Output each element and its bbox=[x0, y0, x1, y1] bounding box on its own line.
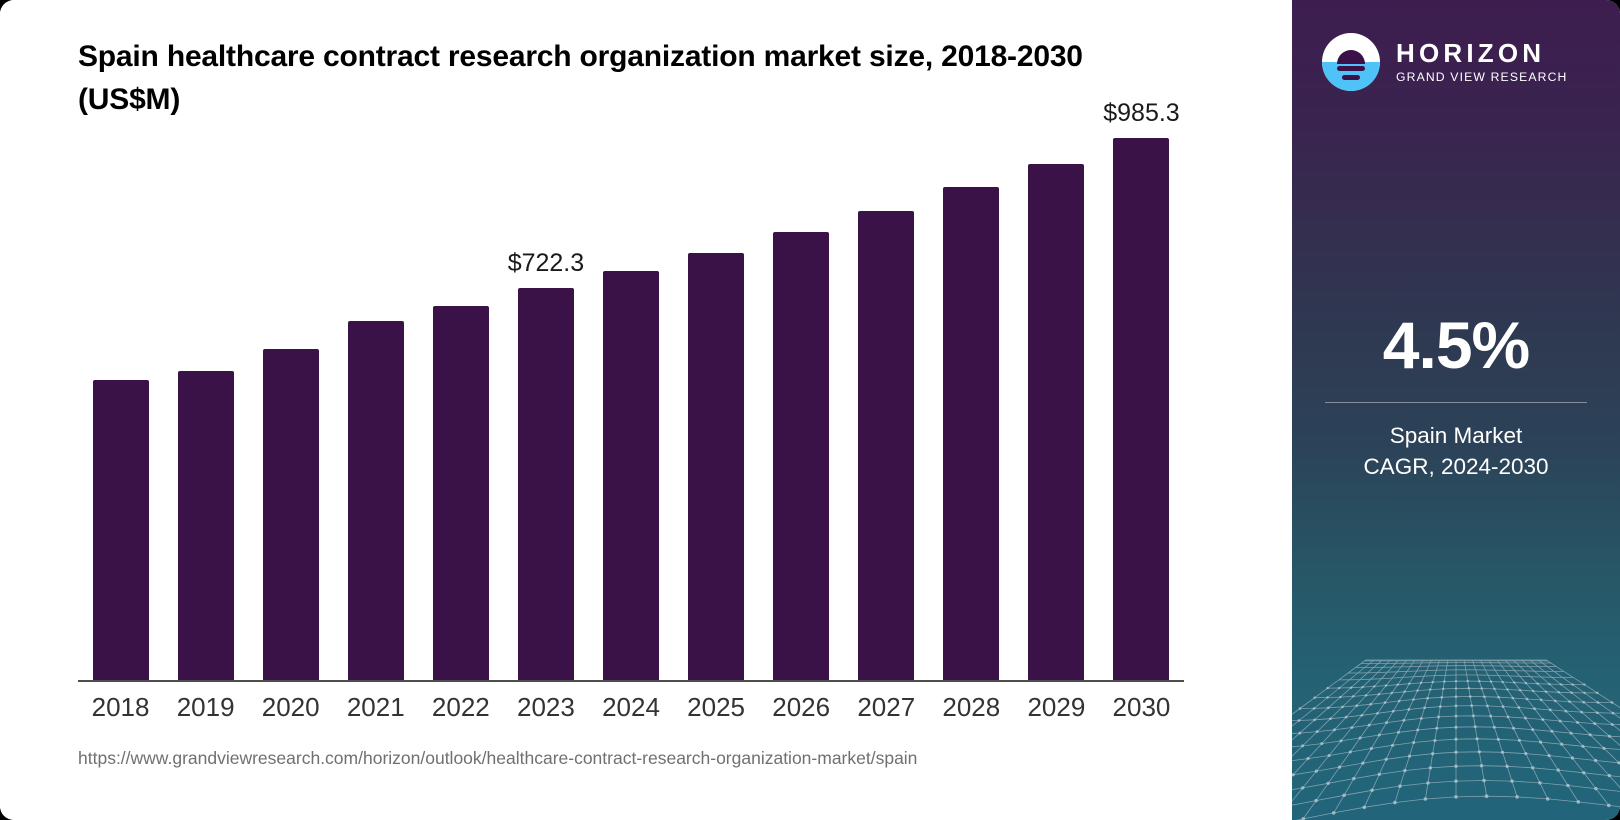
bar-value-label: $985.3 bbox=[1103, 99, 1180, 128]
bar[interactable] bbox=[858, 210, 915, 680]
bar-slot bbox=[674, 130, 759, 680]
bar[interactable] bbox=[1113, 138, 1170, 680]
cagr-value: 4.5% bbox=[1382, 308, 1530, 382]
stat-caption-line-1: Spain Market bbox=[1389, 423, 1523, 448]
horizon-sun-circle-icon bbox=[1322, 33, 1380, 91]
bar-slot bbox=[78, 130, 163, 680]
bar-slot bbox=[759, 130, 844, 680]
bar[interactable] bbox=[517, 287, 574, 680]
stat-caption-line-2: CAGR, 2024-2030 bbox=[1363, 453, 1549, 479]
x-axis-tick-2028: 2028 bbox=[942, 692, 1001, 722]
x-axis-line bbox=[78, 680, 1184, 682]
logo-bar-upper bbox=[1337, 66, 1365, 71]
bar-slot bbox=[929, 130, 1014, 680]
bar[interactable] bbox=[773, 232, 830, 680]
bar[interactable] bbox=[432, 306, 489, 680]
stat-divider bbox=[1325, 402, 1587, 403]
bar-chart-plot: $722.3 $985.3 bbox=[78, 99, 1184, 680]
bar[interactable] bbox=[1028, 164, 1085, 680]
logo-bar-lower bbox=[1342, 75, 1360, 80]
bar-slot: $985.3 bbox=[1099, 99, 1184, 680]
bar[interactable] bbox=[92, 380, 149, 680]
x-axis-tick-2029: 2029 bbox=[1027, 692, 1086, 722]
bar-value-label: $722.3 bbox=[507, 248, 585, 277]
x-axis-tick-2018: 2018 bbox=[91, 692, 150, 722]
logo-text-block: HORIZON GRAND VIEW RESEARCH bbox=[1396, 37, 1568, 85]
stat-block: 4.5% Spain Market CAGR, 2024-2030 bbox=[1292, 312, 1620, 482]
x-axis-tick-2021: 2021 bbox=[346, 692, 405, 722]
x-axis-tick-2030: 2030 bbox=[1112, 692, 1171, 722]
x-axis-tick-2027: 2027 bbox=[857, 692, 916, 722]
bar-slot bbox=[163, 130, 248, 680]
bar[interactable] bbox=[262, 348, 319, 680]
brand-logo: HORIZON GRAND VIEW RESEARCH bbox=[1322, 33, 1568, 91]
logo-dome-shape bbox=[1337, 50, 1365, 64]
logo-wordmark: HORIZON bbox=[1396, 37, 1546, 68]
x-axis-tick-2020: 2020 bbox=[261, 692, 320, 722]
stat-caption: Spain Market CAGR, 2024-2030 bbox=[1292, 421, 1620, 482]
bar-slot bbox=[588, 130, 673, 680]
x-axis-tick-2024: 2024 bbox=[602, 692, 660, 722]
page-title: Spain healthcare contract research organ… bbox=[78, 40, 1083, 116]
side-panel: HORIZON GRAND VIEW RESEARCH 4.5% Spain M… bbox=[1292, 0, 1620, 820]
bar-slot bbox=[844, 130, 929, 680]
chart-panel: Spain healthcare contract research organ… bbox=[78, 40, 1184, 768]
bar-slot: $722.3 bbox=[503, 130, 588, 680]
bar-slot bbox=[248, 130, 333, 680]
bar-slot bbox=[333, 130, 418, 680]
bar[interactable] bbox=[688, 252, 745, 680]
x-axis-tick-2019: 2019 bbox=[176, 692, 235, 722]
bar[interactable] bbox=[347, 321, 404, 680]
x-axis-tick-2023: 2023 bbox=[517, 692, 575, 722]
wireframe-mesh-terrain-icon bbox=[1292, 659, 1620, 820]
x-axis-tick-labels: 2018 2019 2020 2021 2022 2023 2024 2025 2026 2027… bbox=[78, 686, 1184, 728]
bar[interactable] bbox=[177, 371, 234, 680]
bar[interactable] bbox=[943, 187, 1000, 680]
x-axis-tick-2026: 2026 bbox=[772, 692, 831, 722]
bar-slot bbox=[1014, 130, 1099, 680]
source-url[interactable]: https://www.grandviewresearch.com/horizo… bbox=[78, 748, 918, 768]
bar-slot bbox=[418, 130, 503, 680]
x-axis-tick-2022: 2022 bbox=[431, 692, 490, 722]
bar-series: $722.3 $985.3 bbox=[78, 99, 1184, 680]
logo-subwordmark: GRAND VIEW RESEARCH bbox=[1396, 70, 1568, 85]
x-axis-tick-2025: 2025 bbox=[687, 692, 745, 722]
bar[interactable] bbox=[603, 271, 659, 680]
